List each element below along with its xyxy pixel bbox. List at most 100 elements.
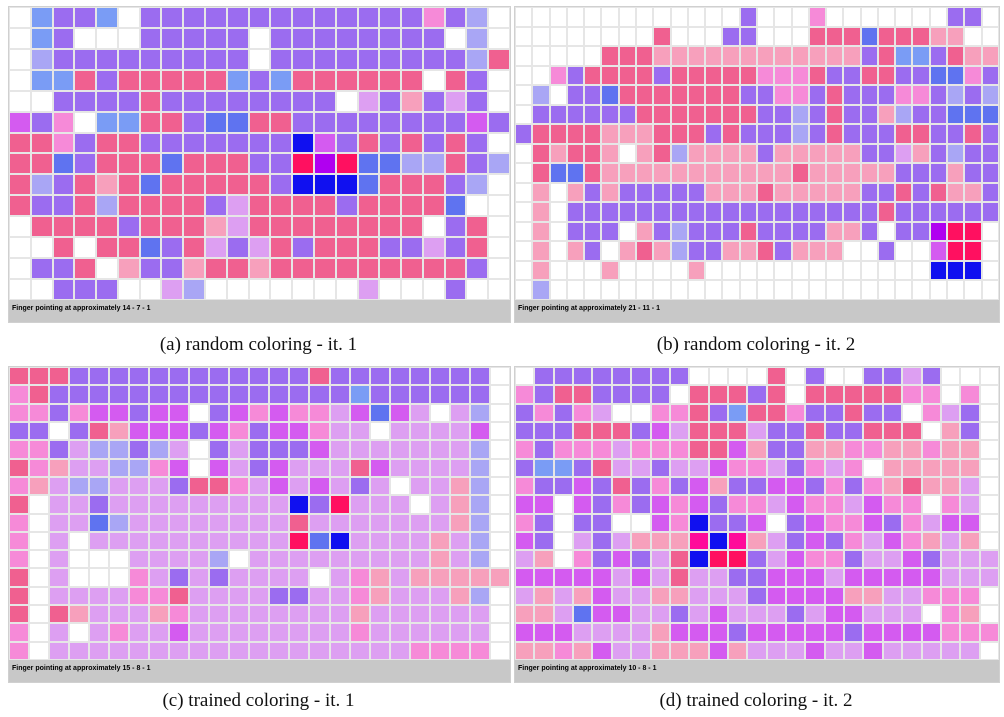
grid-cell bbox=[747, 550, 767, 569]
grid-cell bbox=[139, 258, 162, 279]
grid-cell bbox=[229, 586, 250, 606]
grid-cell bbox=[566, 241, 585, 261]
grid-cell bbox=[863, 440, 883, 459]
grid-cell bbox=[532, 26, 550, 47]
grid-cell bbox=[189, 531, 210, 551]
grid-cell bbox=[705, 221, 723, 242]
grid-cell bbox=[9, 90, 31, 112]
grid-cell bbox=[921, 550, 941, 569]
grid-cell bbox=[9, 495, 30, 514]
grid-cell bbox=[534, 568, 554, 587]
grid-cell bbox=[960, 641, 980, 660]
grid-cell bbox=[369, 550, 390, 569]
grid-cell bbox=[139, 111, 162, 133]
grid-cell bbox=[653, 46, 671, 66]
grid-cell bbox=[929, 85, 948, 105]
grid-cell bbox=[444, 278, 467, 300]
grid-cell bbox=[618, 163, 636, 183]
grid-cell bbox=[722, 46, 740, 66]
grid-cell bbox=[149, 495, 170, 514]
grid-cell bbox=[205, 132, 227, 154]
grid-cell bbox=[313, 7, 336, 28]
grid-cell bbox=[774, 124, 792, 144]
grid-cell bbox=[249, 531, 270, 551]
grid-cell bbox=[379, 90, 402, 112]
grid-cell bbox=[863, 403, 883, 422]
grid-cell bbox=[389, 568, 410, 587]
grid-cell bbox=[882, 531, 903, 551]
grid-cell bbox=[708, 458, 728, 477]
grid-cell bbox=[309, 605, 330, 624]
grid-cell bbox=[409, 568, 430, 587]
grid-cell bbox=[313, 278, 336, 300]
grid-cell bbox=[444, 237, 467, 259]
grid-cell bbox=[669, 440, 690, 459]
grid-cell bbox=[449, 476, 470, 496]
grid-cell bbox=[489, 641, 510, 660]
grid-cell bbox=[449, 421, 470, 441]
grid-cell bbox=[650, 385, 670, 404]
grid-cell bbox=[981, 7, 999, 27]
grid-cell bbox=[708, 623, 728, 642]
grid-cell bbox=[357, 153, 380, 175]
grid-cell bbox=[248, 258, 271, 279]
grid-cell bbox=[739, 46, 757, 66]
grid-cell bbox=[981, 124, 999, 144]
grid-cell bbox=[895, 182, 913, 203]
grid-cell bbox=[882, 476, 903, 496]
grid-cell bbox=[117, 48, 140, 70]
grid-cell bbox=[708, 605, 728, 624]
grid-cell bbox=[808, 163, 827, 183]
grid-cell bbox=[979, 641, 999, 660]
grid-cell bbox=[727, 623, 748, 642]
grid-cell bbox=[739, 202, 757, 222]
grid-cell bbox=[515, 605, 535, 624]
grid-cell bbox=[650, 458, 670, 477]
grid-cell bbox=[611, 440, 632, 459]
grid-cell bbox=[902, 367, 922, 386]
grid-cell bbox=[96, 237, 118, 259]
grid-cell bbox=[534, 403, 554, 422]
grid-cell bbox=[786, 531, 806, 551]
grid-cell bbox=[635, 241, 654, 261]
grid-cell bbox=[49, 403, 70, 422]
grid-cell bbox=[747, 440, 767, 459]
grid-cell bbox=[409, 531, 430, 551]
grid-cell bbox=[705, 182, 723, 203]
grid-cell bbox=[270, 27, 293, 49]
grid-cell bbox=[573, 476, 593, 496]
grid-cell bbox=[756, 26, 775, 47]
grid-cell bbox=[843, 85, 861, 105]
grid-cell bbox=[9, 623, 30, 642]
grid-cell bbox=[573, 623, 593, 642]
grid-cell bbox=[29, 531, 50, 551]
grid-cell bbox=[357, 111, 380, 133]
grid-cell bbox=[389, 495, 410, 514]
grid-cell bbox=[9, 132, 31, 154]
grid-cell bbox=[29, 403, 50, 422]
grid-cell bbox=[844, 513, 864, 532]
grid-cell bbox=[766, 586, 787, 606]
grid-cell bbox=[422, 69, 445, 91]
grid-cell bbox=[109, 641, 130, 660]
grid-cell bbox=[843, 124, 861, 144]
grid-cell bbox=[515, 26, 533, 47]
grid-cell bbox=[249, 458, 270, 477]
grid-cell bbox=[863, 550, 883, 569]
grid-cell bbox=[553, 513, 574, 532]
grid-cell bbox=[409, 605, 430, 624]
grid-cell bbox=[515, 241, 533, 261]
grid-cell bbox=[791, 182, 809, 203]
grid-cell bbox=[611, 403, 632, 422]
grid-cell bbox=[49, 476, 70, 496]
grid-cell bbox=[929, 7, 948, 27]
grid-cell bbox=[229, 458, 250, 477]
grid-cell bbox=[335, 237, 358, 259]
grid-cell bbox=[553, 385, 574, 404]
grid-cell bbox=[689, 586, 709, 606]
grid-cell bbox=[826, 124, 844, 144]
grid-cell bbox=[895, 163, 913, 183]
grid-cell bbox=[335, 278, 358, 300]
grid-cell bbox=[29, 385, 50, 404]
grid-cell bbox=[534, 421, 554, 441]
